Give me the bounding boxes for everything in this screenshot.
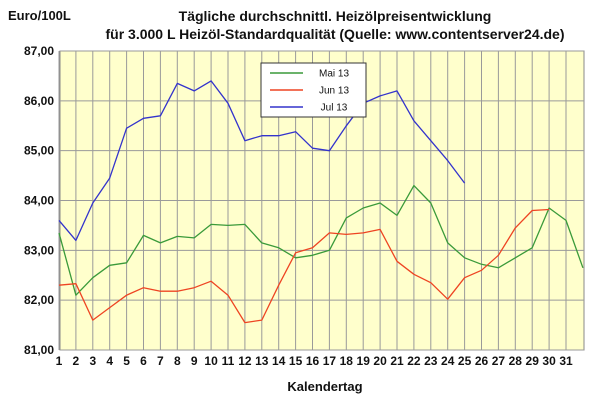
series-line-mai-13	[58, 184, 584, 296]
y-tick-label: 81,00	[24, 343, 54, 357]
legend-items: Mai 13 Jun 13 Jul 13	[270, 69, 349, 114]
series-line-jun-13	[58, 208, 550, 324]
y-tick-label: 85,00	[24, 144, 54, 158]
x-tick-label: 17	[323, 354, 337, 368]
x-tick-label: 21	[390, 354, 404, 368]
x-tick-label: 16	[306, 354, 320, 368]
y-tick-label: 86,00	[24, 94, 54, 108]
x-tick-label: 13	[255, 354, 269, 368]
x-tick-label: 29	[526, 354, 540, 368]
x-tick-label: 24	[441, 354, 455, 368]
x-tick-label: 4	[106, 354, 113, 368]
x-tick-label: 3	[89, 354, 96, 368]
x-tick-label: 2	[73, 354, 80, 368]
x-tick-label: 30	[542, 354, 556, 368]
legend-label: Jul 13	[321, 103, 348, 114]
x-tick-label: 18	[340, 354, 354, 368]
y-tick-label: 82,00	[24, 293, 54, 307]
x-tick-label: 25	[458, 354, 472, 368]
x-tick-label: 23	[424, 354, 438, 368]
x-tick-labels: 1 2 3 4 5 6 7 8 9 10 11 12 13 14 15 16 17 18 19 20 21 22 23 24 2…	[56, 354, 573, 368]
y-tick-label: 87,00	[24, 44, 54, 58]
x-tick-label: 26	[475, 354, 489, 368]
x-tick-label: 28	[509, 354, 523, 368]
x-axis-label: Kalendertag	[287, 379, 362, 394]
x-tick-label: 12	[238, 354, 252, 368]
x-tick-label: 22	[407, 354, 421, 368]
x-tick-label: 20	[373, 354, 387, 368]
chart-subtitle: für 3.000 L Heizöl-Standardqualität (Que…	[106, 26, 565, 42]
x-tick-label: 31	[559, 354, 573, 368]
legend-label: Jun 13	[319, 86, 349, 97]
y-tick-labels: 81,00 82,00 83,00 84,00 85,00 86,00 87,00	[24, 44, 54, 357]
x-tick-label: 27	[492, 354, 506, 368]
x-tick-label: 19	[357, 354, 371, 368]
x-tick-label: 15	[289, 354, 303, 368]
y-tick-label: 83,00	[24, 243, 54, 257]
x-tick-label: 11	[222, 354, 235, 368]
x-tick-label: 14	[272, 354, 286, 368]
series-layer	[58, 80, 584, 324]
chart-title: Tägliche durchschnittl. Heizölpreisentwi…	[179, 8, 492, 24]
x-tick-label: 1	[56, 354, 63, 368]
x-tick-label: 5	[123, 354, 130, 368]
legend: Mai 13 Jun 13 Jul 13	[260, 62, 367, 118]
x-tick-label: 10	[204, 354, 218, 368]
x-tick-label: 8	[174, 354, 181, 368]
x-tick-label: 7	[157, 354, 164, 368]
x-tick-label: 6	[140, 354, 147, 368]
y-axis-label: Euro/100L	[8, 8, 71, 23]
y-tick-label: 84,00	[24, 194, 54, 208]
legend-label: Mai 13	[319, 69, 349, 80]
series-line-jul-13	[58, 80, 466, 242]
x-tick-label: 9	[191, 354, 198, 368]
